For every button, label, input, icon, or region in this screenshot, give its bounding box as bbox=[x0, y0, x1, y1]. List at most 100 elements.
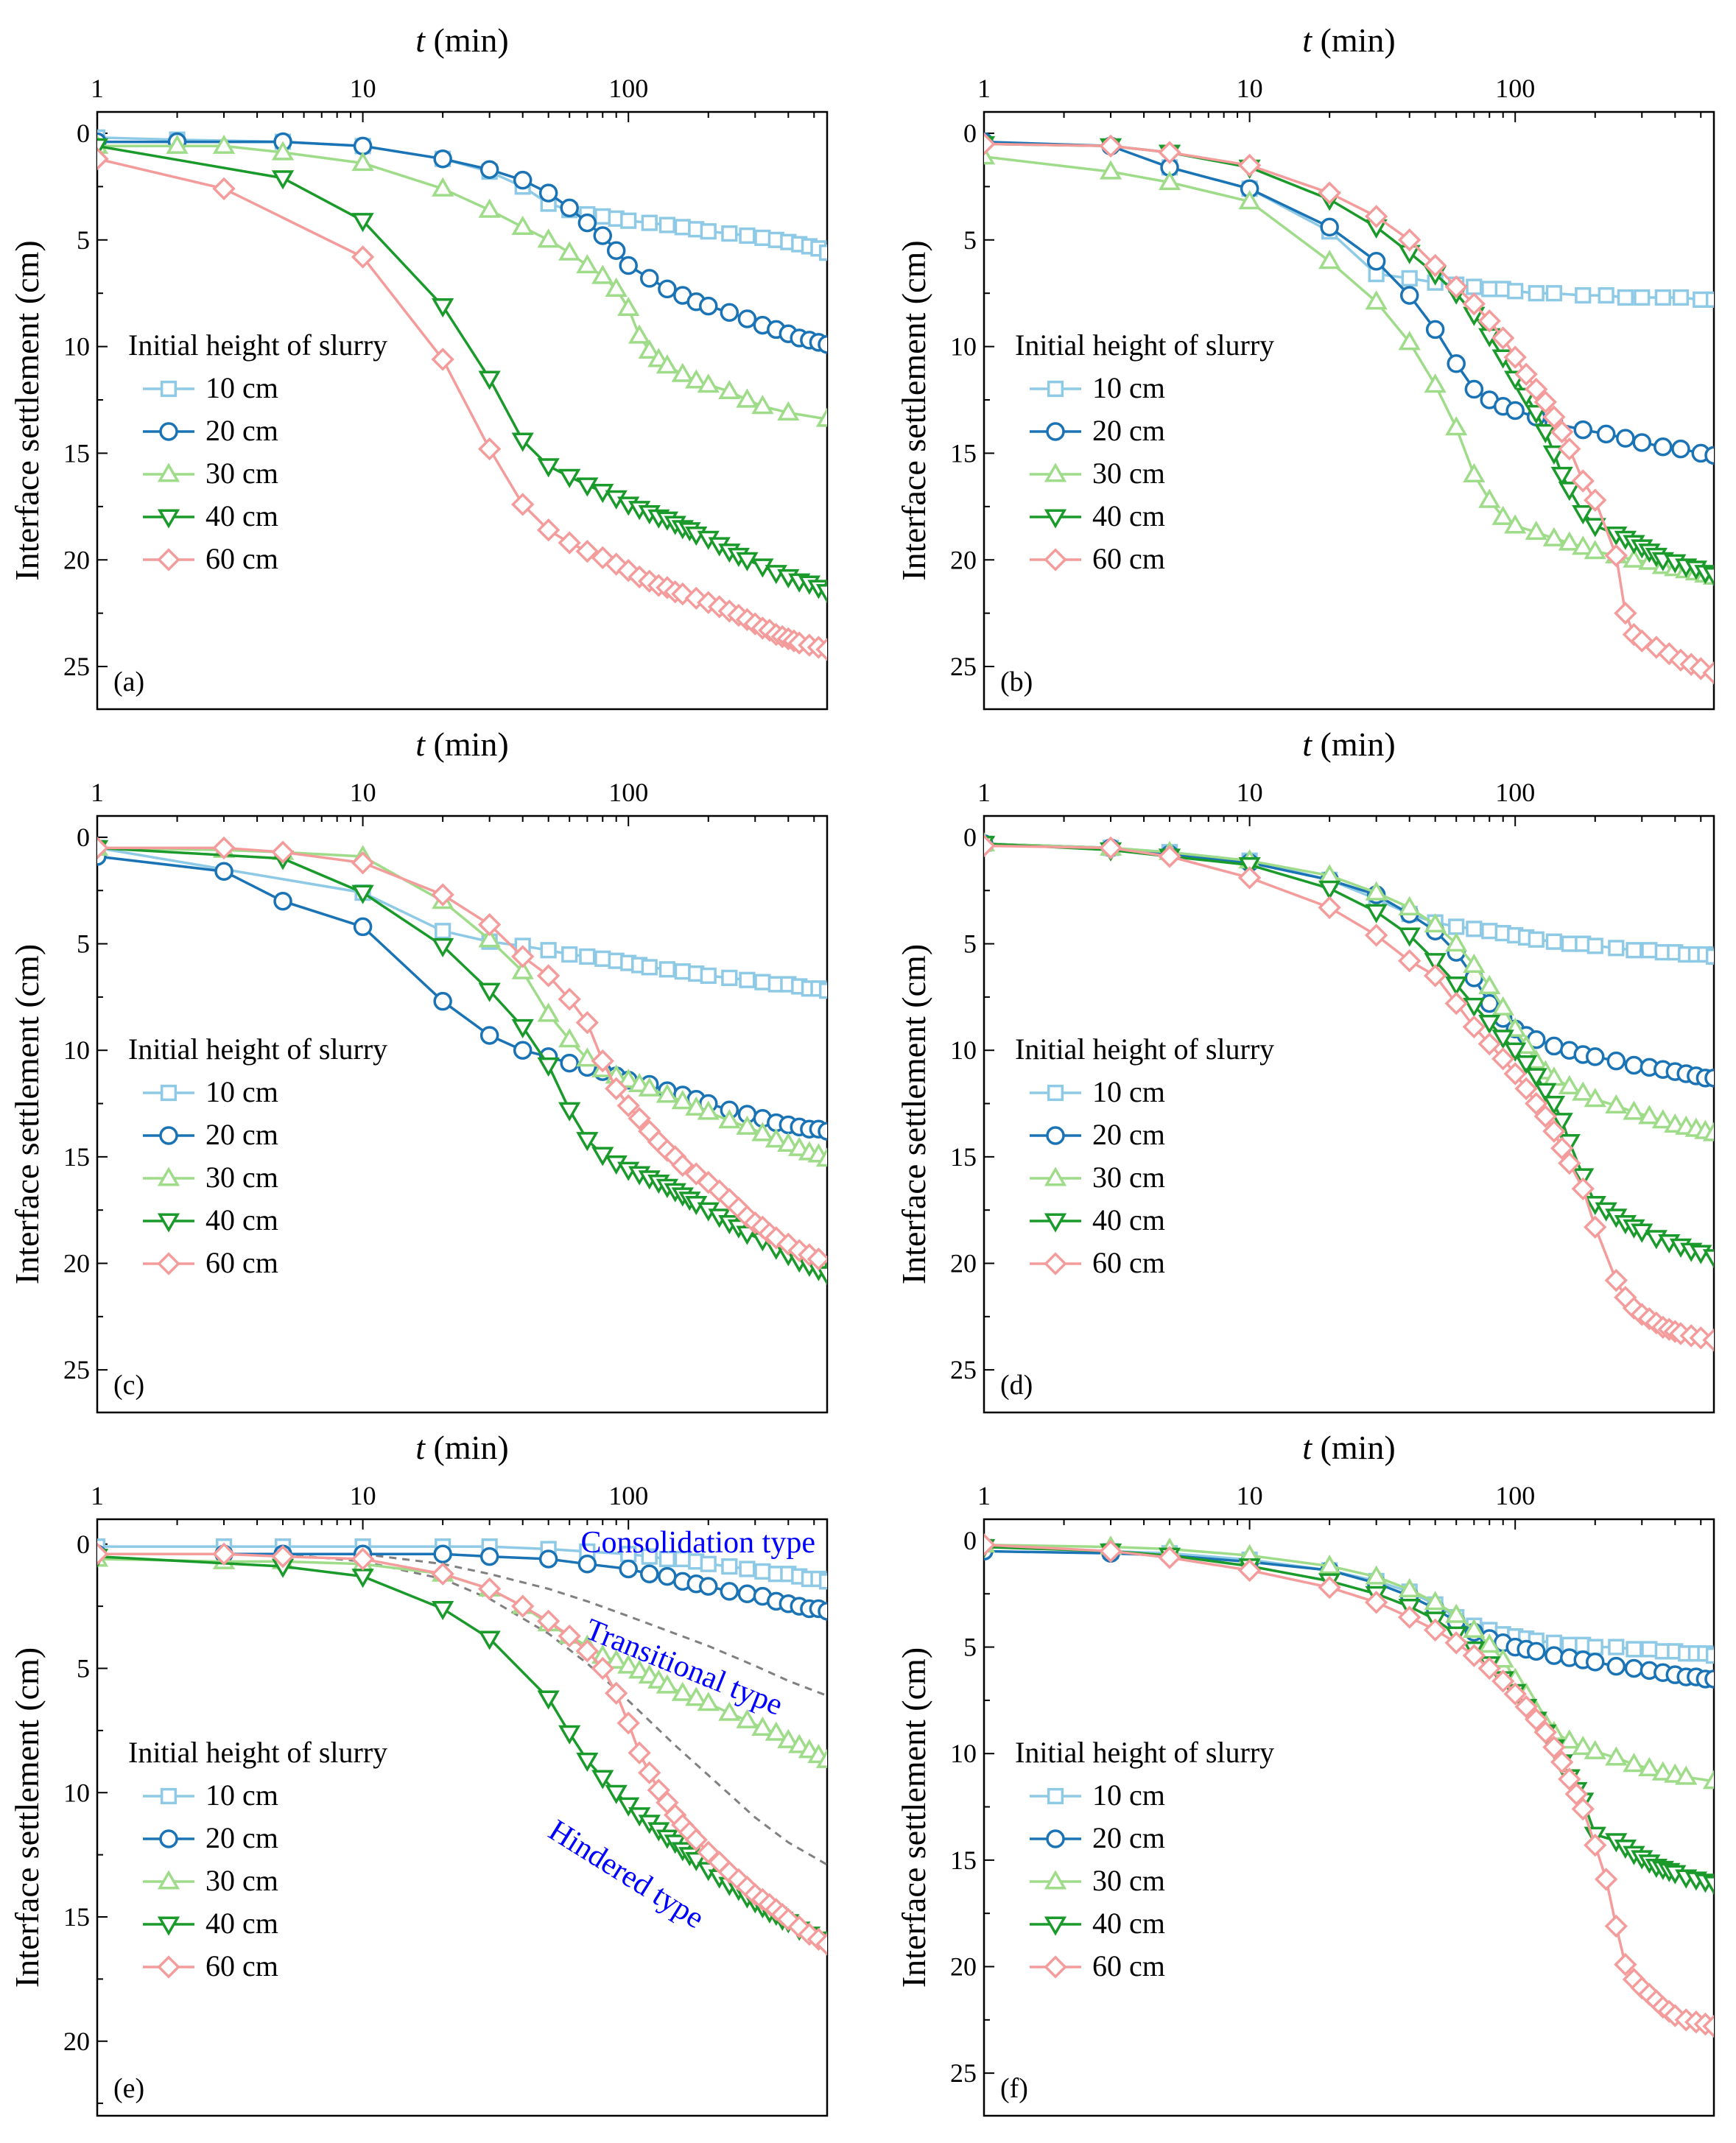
legend-marker bbox=[1047, 1084, 1064, 1102]
data-point bbox=[736, 1115, 759, 1135]
data-point bbox=[575, 539, 600, 563]
y-tick-label: 10 bbox=[63, 1035, 90, 1065]
legend-label: 10 cm bbox=[205, 1778, 278, 1812]
data-point bbox=[1481, 923, 1498, 940]
data-point bbox=[477, 1577, 502, 1601]
x-axis-title-var: t bbox=[415, 21, 426, 59]
data-point bbox=[1572, 504, 1595, 525]
data-point bbox=[1645, 636, 1668, 659]
legend-title: Initial height of slurry bbox=[1015, 1032, 1274, 1066]
legend-marker bbox=[1046, 1126, 1065, 1145]
plot-frame bbox=[983, 1518, 1715, 2117]
y-tick-label: 20 bbox=[63, 2027, 90, 2056]
data-point bbox=[718, 1701, 741, 1721]
x-tick-label: 1 bbox=[977, 74, 991, 103]
y-tick-label: 0 bbox=[77, 823, 90, 852]
legend-label: 20 cm bbox=[205, 1118, 278, 1151]
chart-panel-a: 1 10 100 t (min) 0 5 10 15 20 25 Interface settlem… bbox=[8, 21, 829, 711]
data-point bbox=[1623, 548, 1645, 568]
data-point bbox=[1605, 1094, 1628, 1113]
data-point bbox=[1318, 250, 1341, 270]
series-10cm bbox=[97, 129, 827, 261]
y-tick-label: 25 bbox=[63, 652, 90, 681]
legend-marker bbox=[1044, 1213, 1067, 1233]
legend-marker bbox=[157, 1916, 180, 1936]
y-tick-label: 10 bbox=[950, 1035, 977, 1065]
data-point bbox=[751, 395, 774, 415]
data-point bbox=[656, 1083, 679, 1103]
data-point bbox=[97, 147, 109, 171]
data-point bbox=[1573, 420, 1593, 440]
data-point bbox=[685, 1851, 708, 1871]
data-point bbox=[1608, 940, 1625, 957]
data-point bbox=[1702, 661, 1714, 685]
x-axis-title: t (min) bbox=[415, 21, 508, 59]
data-point bbox=[815, 638, 827, 661]
data-point bbox=[1638, 1105, 1661, 1125]
data-point bbox=[1398, 895, 1421, 915]
data-point bbox=[671, 362, 694, 382]
data-point bbox=[431, 348, 454, 371]
data-point bbox=[751, 1122, 774, 1141]
data-point bbox=[1702, 1770, 1714, 1790]
series-60cm bbox=[97, 836, 827, 1271]
plot-area bbox=[984, 1533, 1714, 2038]
data-point bbox=[1423, 253, 1447, 278]
data-point bbox=[591, 264, 614, 284]
legend-marker bbox=[157, 462, 180, 482]
data-point bbox=[605, 1077, 628, 1100]
data-point bbox=[699, 1577, 718, 1596]
data-point bbox=[353, 917, 373, 937]
data-point bbox=[1477, 1032, 1501, 1056]
data-point bbox=[212, 1542, 236, 1566]
series-10cm bbox=[97, 840, 827, 999]
data-point bbox=[620, 212, 637, 229]
data-point bbox=[591, 1656, 614, 1681]
data-point bbox=[538, 1549, 558, 1569]
data-point bbox=[1630, 629, 1654, 652]
data-point bbox=[754, 229, 771, 246]
legend-label: 40 cm bbox=[205, 1203, 278, 1236]
data-point bbox=[1464, 379, 1484, 399]
data-point bbox=[720, 1582, 739, 1601]
series-line bbox=[984, 1545, 1714, 1657]
data-point bbox=[1575, 286, 1592, 304]
data-point bbox=[1445, 416, 1468, 436]
legend-label: 10 cm bbox=[1092, 1778, 1165, 1812]
legend-marker bbox=[1044, 1870, 1067, 1890]
legend-label: 60 cm bbox=[205, 1949, 278, 1982]
y-tick-label: 20 bbox=[63, 545, 90, 574]
data-point bbox=[1525, 404, 1547, 424]
data-point bbox=[1564, 1782, 1588, 1806]
y-tick-label: 5 bbox=[963, 929, 977, 959]
data-point bbox=[1651, 1761, 1674, 1781]
legend-marker bbox=[1044, 1252, 1067, 1275]
data-point bbox=[1444, 1631, 1468, 1655]
data-point bbox=[351, 1547, 375, 1571]
data-point bbox=[671, 1090, 694, 1110]
data-point bbox=[1586, 1639, 1603, 1655]
data-point bbox=[478, 928, 501, 948]
data-point bbox=[641, 959, 658, 976]
data-point bbox=[538, 183, 558, 203]
data-point bbox=[511, 1594, 535, 1618]
data-point bbox=[431, 1562, 454, 1586]
data-point bbox=[479, 1026, 499, 1045]
y-tick-label: 25 bbox=[63, 1355, 90, 1384]
data-point bbox=[1423, 1618, 1447, 1642]
x-tick-label: 100 bbox=[1495, 778, 1535, 807]
data-point bbox=[1318, 895, 1341, 920]
series-40cm bbox=[984, 136, 1714, 587]
data-point bbox=[1478, 1015, 1501, 1035]
x-axis-title-var: t bbox=[415, 1429, 426, 1466]
data-point bbox=[1462, 292, 1486, 316]
data-point bbox=[815, 1932, 827, 1956]
data-point bbox=[765, 1226, 788, 1250]
x-tick-label: 100 bbox=[1495, 1481, 1535, 1510]
data-point bbox=[1558, 531, 1581, 551]
legend-marker bbox=[159, 1126, 178, 1145]
x-axis-title-unit: (min) bbox=[425, 725, 509, 763]
data-point bbox=[576, 477, 599, 497]
data-point bbox=[617, 1069, 640, 1088]
data-point bbox=[697, 1100, 720, 1120]
